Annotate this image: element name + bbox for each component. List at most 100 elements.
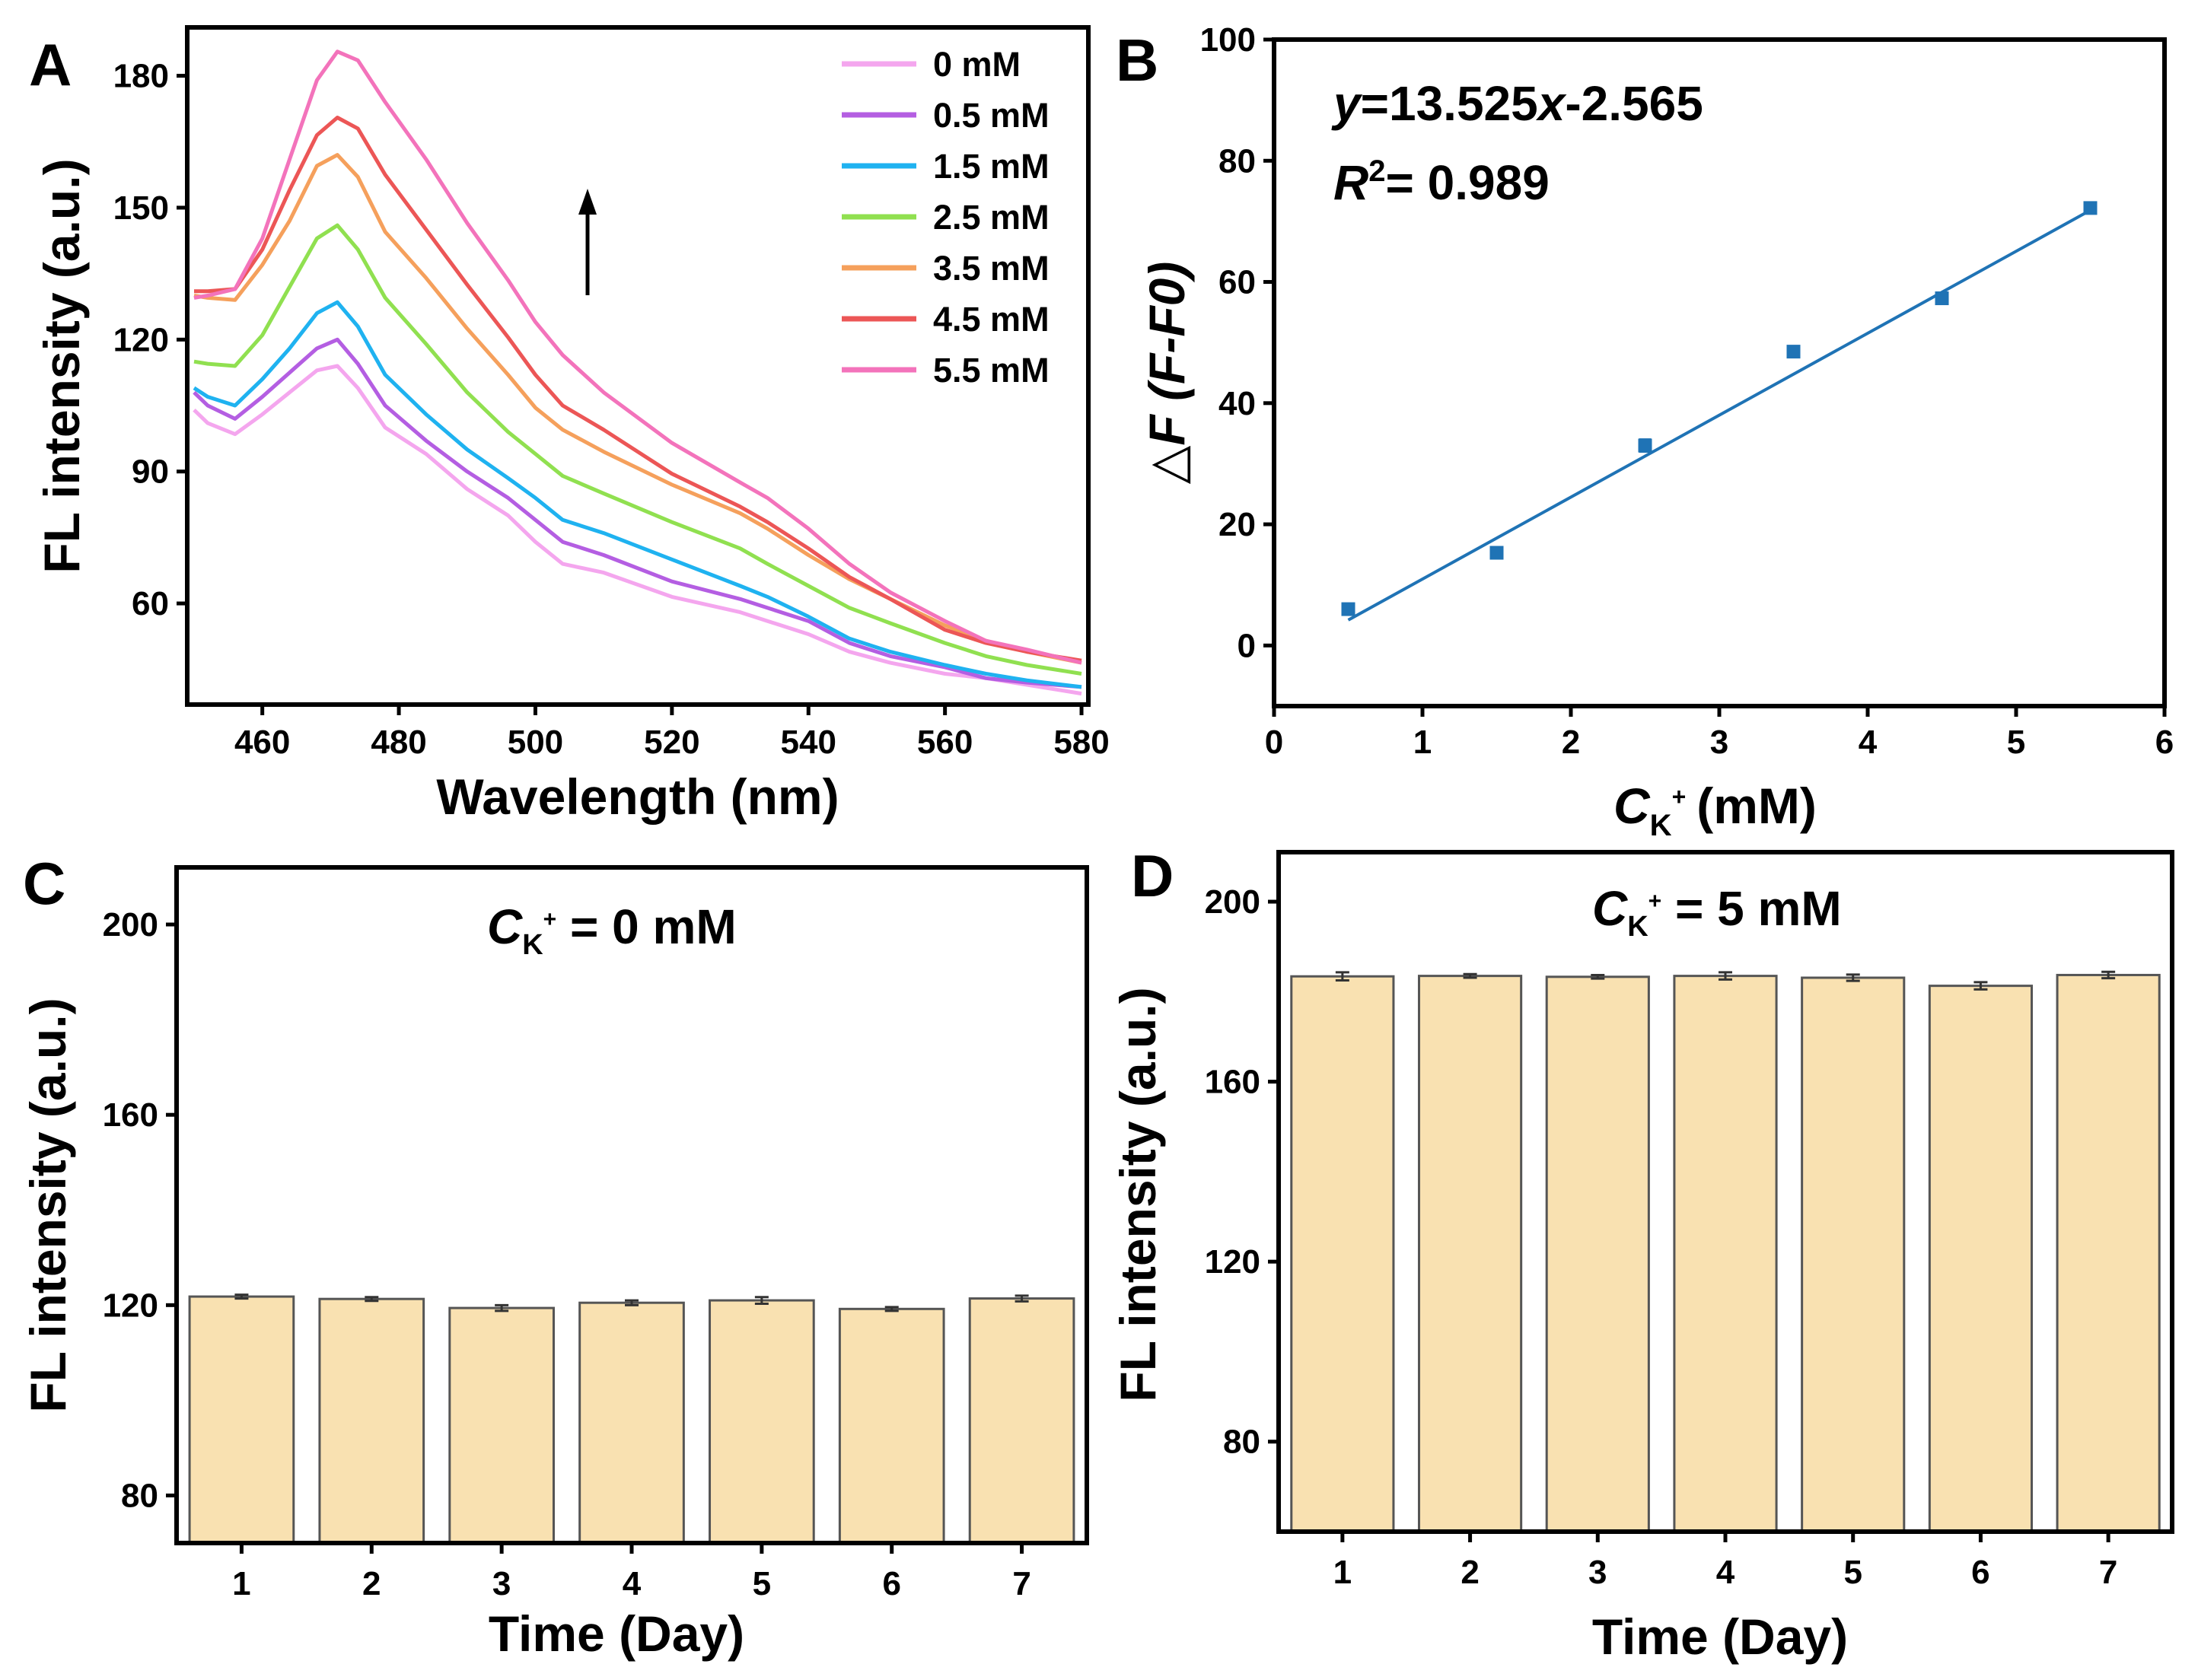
spectrum-line-1-5-mM <box>193 300 1082 689</box>
spectrum-line-0-mM <box>193 364 1082 696</box>
d-annot-sup: + <box>1648 889 1662 914</box>
c-y-tick-label: 160 <box>103 1096 158 1134</box>
d-bar <box>1928 985 2034 1533</box>
panel-c-y-axis-title: FL intensity (a.u.) <box>20 998 76 1412</box>
fit-r-squared: R2= 0.989 <box>1333 154 1550 210</box>
legend-label: 0 mM <box>933 45 1021 84</box>
panel-b-points <box>1341 201 2098 616</box>
r2-exponent: 2 <box>1368 154 1385 188</box>
a-y-tick-label: 90 <box>132 453 169 491</box>
a-y-tick-label: 120 <box>113 321 169 358</box>
b-data-point <box>1489 546 1504 560</box>
d-annot-text: = 5 mM <box>1661 881 1842 936</box>
c-annot-sub: K <box>522 929 543 961</box>
linear-fit-line <box>1347 208 2091 622</box>
d-annot-var: C <box>1592 881 1628 936</box>
panel-d-y-axis-title: FL intensity (a.u.) <box>1110 987 1166 1402</box>
a-x-tick-label: 540 <box>781 724 836 761</box>
b-x-tick-label: 5 <box>2007 724 2025 761</box>
panel-label-c: C <box>23 850 65 917</box>
legend-label: 1.5 mM <box>933 147 1050 186</box>
a-x-tick-label: 480 <box>371 724 426 761</box>
d-x-tick-label: 5 <box>1843 1554 1862 1591</box>
b-xlabel-sub: K <box>1650 809 1672 842</box>
d-x-tick-label: 3 <box>1588 1554 1607 1591</box>
d-bar <box>1545 975 1650 1533</box>
c-bar <box>318 1297 425 1545</box>
c-y-tick-label: 120 <box>103 1287 158 1324</box>
panel-d-annotation: CK+ = 5 mM <box>1592 881 1842 943</box>
d-bar <box>1673 975 1778 1533</box>
c-bar <box>838 1307 945 1545</box>
panel-d-x-axis-title: Time (Day) <box>1592 1608 1848 1665</box>
legend-label: 3.5 mM <box>933 249 1050 288</box>
a-y-tick-label: 60 <box>132 585 169 622</box>
panel-a-series-group <box>193 49 1082 696</box>
b-data-point <box>2083 201 2098 215</box>
panel-c-bars <box>188 1293 1075 1545</box>
b-data-point <box>1638 438 1652 453</box>
c-annot-sup: + <box>543 907 557 932</box>
b-x-tick-label: 4 <box>1859 724 1878 761</box>
d-y-tick-label: 200 <box>1205 883 1260 921</box>
c-bar <box>448 1306 555 1545</box>
c-x-tick-label: 5 <box>753 1565 771 1602</box>
c-x-tick-label: 6 <box>882 1565 900 1602</box>
panel-b-y-axis-title: △F (F-F0) <box>1139 262 1195 485</box>
d-y-tick-label: 120 <box>1205 1243 1260 1281</box>
c-y-tick-label: 80 <box>121 1477 158 1514</box>
d-bar <box>1417 975 1523 1533</box>
d-bar <box>2056 973 2161 1533</box>
d-y-tick-label: 80 <box>1223 1424 1260 1461</box>
panel-c-x-axis-title: Time (Day) <box>489 1605 744 1662</box>
a-x-tick-label: 560 <box>917 724 973 761</box>
panel-a-y-axis-title: FL intensity (a.u.) <box>33 158 90 573</box>
b-data-point <box>1341 602 1355 616</box>
b-data-point <box>1935 291 1949 306</box>
a-x-tick-label: 500 <box>508 724 563 761</box>
b-y-tick-label: 40 <box>1218 385 1256 422</box>
d-annot-sub: K <box>1627 911 1648 943</box>
b-y-tick-label: 0 <box>1238 627 1256 664</box>
b-x-tick-label: 1 <box>1413 724 1432 761</box>
fit-equation: y=13.525x-2.565 <box>1331 76 1703 131</box>
b-x-tick-label: 2 <box>1562 724 1580 761</box>
panel-b-x-axis-title: CK+ (mM) <box>1613 778 1817 842</box>
equation-x-var: x <box>1536 76 1567 131</box>
b-y-tick-label: 20 <box>1218 506 1256 543</box>
b-x-tick-label: 3 <box>1710 724 1728 761</box>
b-xlabel-var: C <box>1613 778 1651 834</box>
legend-label: 2.5 mM <box>933 198 1050 237</box>
legend-label: 4.5 mM <box>933 300 1050 339</box>
panel-c-annotation: CK+ = 0 mM <box>487 899 737 961</box>
b-x-tick-label: 6 <box>2155 724 2174 761</box>
equation-intercept: -2.565 <box>1565 76 1703 131</box>
c-x-tick-label: 1 <box>232 1565 250 1602</box>
d-y-tick-label: 160 <box>1205 1064 1260 1101</box>
c-x-tick-label: 4 <box>623 1565 642 1602</box>
b-y-tick-label: 80 <box>1218 142 1256 180</box>
b-y-tick-label: 60 <box>1218 264 1256 301</box>
c-bar <box>188 1295 295 1545</box>
panel-d-bars <box>1290 970 2161 1533</box>
d-x-tick-label: 4 <box>1716 1554 1735 1591</box>
legend-label: 0.5 mM <box>933 96 1050 135</box>
b-x-tick-label: 0 <box>1265 724 1283 761</box>
legend-label: 5.5 mM <box>933 351 1050 390</box>
d-bar <box>1801 976 1906 1533</box>
a-y-tick-label: 180 <box>113 58 169 95</box>
a-x-tick-label: 520 <box>644 724 699 761</box>
d-x-tick-label: 1 <box>1333 1554 1352 1591</box>
c-x-tick-label: 2 <box>362 1565 381 1602</box>
a-x-tick-label: 460 <box>234 724 290 761</box>
equation-y-var: y <box>1331 76 1363 131</box>
r2-value: = 0.989 <box>1385 155 1549 210</box>
a-y-tick-label: 150 <box>113 189 169 227</box>
panel-label-a: A <box>29 31 72 98</box>
panel-a-plot-frame <box>185 25 1091 707</box>
panel-b-plot-frame <box>1272 37 2167 708</box>
panel-c-ticks: 1 2 3 4 5 6 7 80 120 160 200 <box>103 906 1031 1602</box>
panel-a-legend: 0 mM 0.5 mM 1.5 mM 2.5 mM 3.5 mM 4.5 mM 5.5 mM <box>842 45 1050 390</box>
